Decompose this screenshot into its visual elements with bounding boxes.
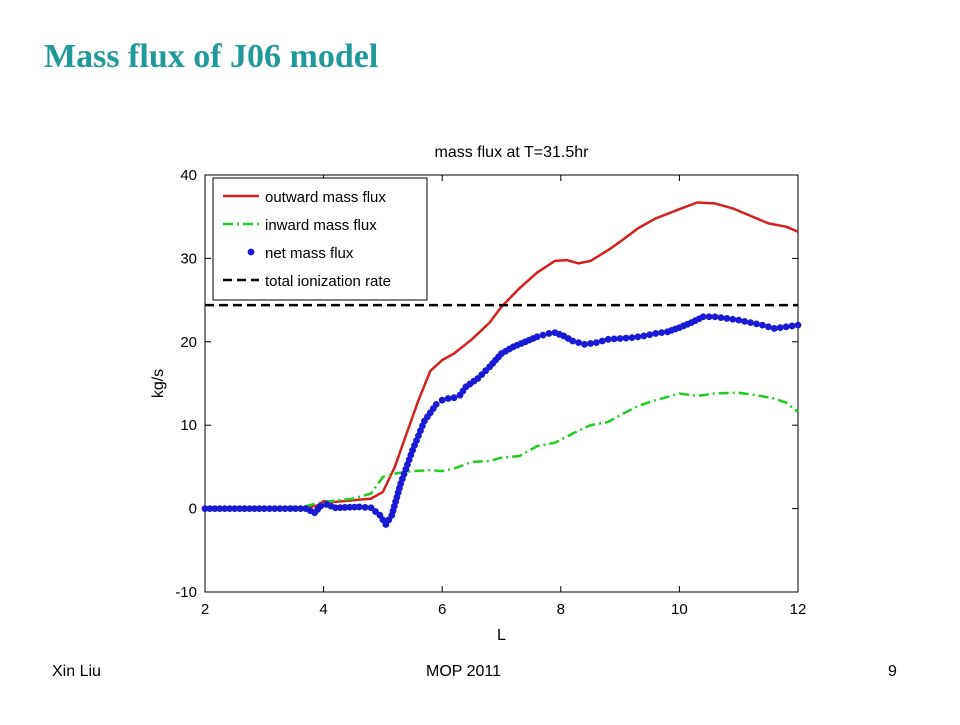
series-net-mass-flux-point [622, 334, 630, 342]
series-outward-mass-flux-line [205, 201, 799, 510]
y-tick-label: 10 [180, 417, 197, 434]
series-net-mass-flux-point [211, 505, 219, 512]
series-net-mass-flux-point [260, 505, 268, 512]
footer-conference: MOP 2011 [426, 663, 502, 680]
page-number: 9 [888, 663, 897, 680]
legend-item-net-mass-flux-label: net mass flux [265, 245, 354, 262]
legend-item-total-ionization-rate-label: total ionization rate [265, 273, 391, 290]
x-axis-label: L [497, 627, 506, 644]
series-net-mass-flux-point [246, 505, 253, 512]
y-tick-label: -10 [175, 584, 197, 601]
series-net-mass-flux-point [332, 504, 339, 512]
chart-title: mass flux at T=31.5hr [435, 144, 590, 161]
series-net-mass-flux-point [604, 335, 612, 343]
legend-item-net-mass-flux-marker [247, 248, 255, 256]
series-net-mass-flux-point [355, 503, 363, 511]
series-net-mass-flux-point [764, 323, 772, 331]
series-net-mass-flux-point [444, 395, 452, 402]
series-net-mass-flux-point [221, 505, 229, 512]
series-net-mass-flux-point [292, 505, 299, 512]
series-net-mass-flux-point [759, 321, 766, 329]
series-net-mass-flux-point [346, 503, 354, 511]
series-net-mass-flux-point [711, 313, 719, 321]
y-tick-label: 0 [189, 501, 197, 518]
series-net-mass-flux-point [206, 505, 214, 512]
series-net-mass-flux-point [201, 505, 209, 512]
series-net-mass-flux-point [658, 329, 666, 337]
series-net-mass-flux-point [317, 502, 325, 510]
series-net-mass-flux-point [255, 505, 263, 512]
series-net-mass-flux-point [723, 315, 731, 322]
series-net-mass-flux-point [634, 333, 642, 341]
series-net-mass-flux-point [569, 337, 577, 345]
series-net-mass-flux-point [735, 316, 743, 324]
series-net-mass-flux-point [794, 321, 802, 329]
x-tick-label: 4 [319, 601, 327, 618]
series-net-mass-flux-point [776, 324, 784, 332]
series-net-mass-flux-point [271, 505, 279, 512]
y-axis-label: kg/s [150, 369, 167, 398]
series-net-mass-flux-point [336, 504, 344, 511]
series-net-mass-flux-point [652, 330, 660, 337]
series-net-mass-flux-point [788, 322, 796, 330]
series-net-mass-flux-point [545, 330, 553, 337]
series-net-mass-flux-point [729, 315, 737, 323]
series-net-mass-flux-point [539, 331, 547, 339]
series-net-mass-flux-point [372, 508, 379, 515]
series-net-mass-flux-point [251, 505, 258, 512]
legend-item-outward-mass-flux-label: outward mass flux [265, 189, 386, 206]
series-net-mass-flux-point [432, 400, 440, 408]
series-net-mass-flux-point [216, 505, 224, 512]
series-net-mass-flux-point [610, 335, 618, 343]
series-net-mass-flux-point [575, 339, 582, 347]
series-net-mass-flux-point [592, 339, 600, 347]
x-tick-label: 12 [790, 601, 807, 618]
series-net-mass-flux-point [705, 313, 713, 321]
series-net-mass-flux-point [533, 333, 541, 341]
series-net-mass-flux-point [231, 505, 239, 512]
series-net-mass-flux-point [297, 505, 305, 512]
series-net-mass-flux-point [616, 335, 624, 342]
x-tick-label: 2 [201, 601, 209, 618]
x-tick-label: 6 [438, 601, 446, 618]
series-net-mass-flux-point [581, 340, 588, 348]
series-net-mass-flux-point [236, 505, 243, 512]
series-net-mass-flux-point [640, 332, 648, 340]
series-net-mass-flux-point [747, 319, 754, 327]
x-tick-label: 10 [671, 601, 688, 618]
series-net-mass-flux-point [782, 323, 790, 331]
series-net-mass-flux-point [741, 317, 749, 325]
series-net-mass-flux-point [241, 505, 248, 512]
series-net-mass-flux-point [770, 325, 778, 332]
series-net-mass-flux-point [226, 505, 234, 512]
legend-item-inward-mass-flux-label: inward mass flux [265, 217, 377, 234]
series-net-mass-flux-point [341, 504, 349, 511]
series-net-mass-flux-point [266, 505, 273, 512]
series-net-mass-flux-point [699, 313, 707, 321]
y-tick-label: 20 [180, 334, 197, 351]
slide-title: Mass flux of J06 model [44, 38, 379, 75]
series-net-mass-flux-point [753, 320, 760, 328]
series-net-mass-flux-point [281, 505, 289, 512]
series-net-mass-flux-point [276, 505, 284, 512]
series-net-mass-flux-point [286, 505, 294, 512]
y-tick-label: 30 [180, 250, 197, 267]
x-tick-label: 8 [557, 601, 565, 618]
series-net-mass-flux-point [598, 337, 606, 345]
footer-author: Xin Liu [52, 663, 101, 680]
series-net-mass-flux-point [367, 504, 375, 512]
series-net-mass-flux-point [450, 394, 458, 402]
series-net-mass-flux-point [351, 503, 358, 511]
series-net-mass-flux-point [361, 503, 369, 511]
series-net-mass-flux-point [717, 314, 725, 322]
series-net-mass-flux-point [587, 340, 594, 347]
series-net-mass-flux-point [628, 334, 636, 342]
legend-box [212, 177, 428, 301]
series-net-mass-flux-point [438, 396, 446, 404]
series-net-mass-flux-point [646, 331, 654, 339]
y-tick-label: 40 [180, 167, 197, 184]
